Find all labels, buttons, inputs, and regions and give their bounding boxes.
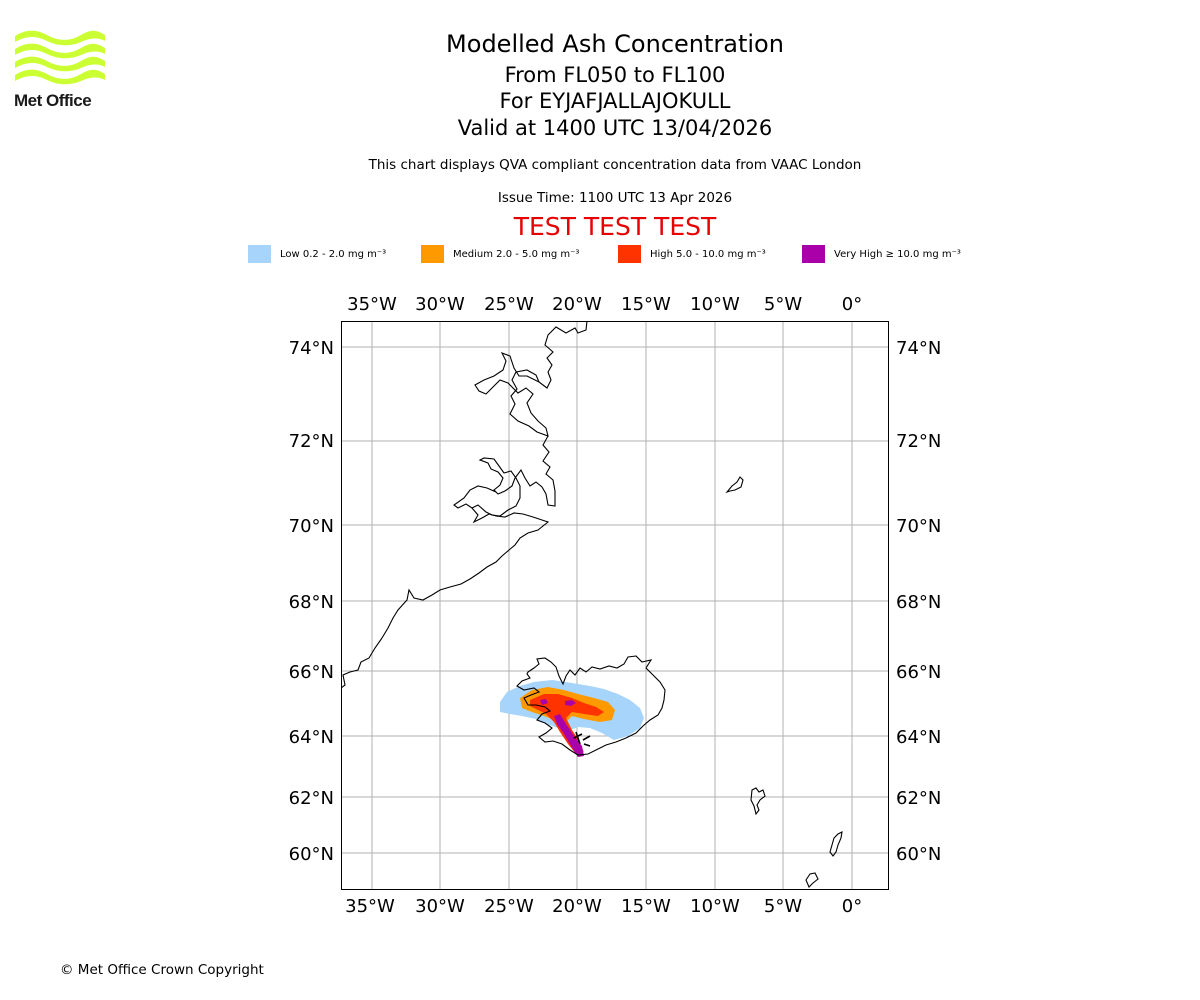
lon-label-bottom: 0°: [842, 896, 862, 917]
lon-label-bottom: 5°W: [764, 896, 802, 917]
lon-label-top: 30°W: [415, 294, 465, 315]
ash-high-area: [530, 694, 604, 754]
ash-very-high-spot: [565, 700, 576, 706]
legend-label-high: High 5.0 - 10.0 mg m⁻³: [650, 248, 766, 260]
chart-title: Modelled Ash Concentration: [446, 30, 784, 58]
lat-label-left: 74°N: [289, 338, 334, 359]
lat-label-right: 64°N: [896, 727, 941, 748]
faroe-islands: [750, 787, 766, 816]
legend-label-medium: Medium 2.0 - 5.0 mg m⁻³: [453, 248, 580, 260]
lon-label-top: 0°: [842, 294, 862, 315]
lat-label-right: 60°N: [896, 844, 941, 865]
latitude-labels-right: 74°N 72°N 70°N 68°N 66°N 64°N 62°N 60°N: [896, 338, 941, 865]
legend-item-very-high: Very High ≥ 10.0 mg m⁻³: [802, 244, 961, 264]
ash-very-high-core: [554, 714, 584, 757]
legend-swatch-high: [618, 245, 641, 263]
lon-label-bottom: 25°W: [484, 896, 534, 917]
lon-label-top: 35°W: [347, 294, 397, 315]
map-frame: [341, 321, 889, 890]
flight-level-range: From FL050 to FL100: [504, 63, 726, 87]
jan-mayen-island: [725, 476, 744, 494]
lat-label-left: 72°N: [289, 431, 334, 452]
chart-description: This chart displays QVA compliant concen…: [368, 157, 862, 173]
iceland-coastline: [516, 655, 666, 756]
lat-label-left: 62°N: [289, 788, 334, 809]
lat-label-left: 66°N: [289, 662, 334, 683]
logo-text: Met Office: [14, 91, 92, 110]
legend-label-very-high: Very High ≥ 10.0 mg m⁻³: [834, 248, 961, 260]
legend-label-low: Low 0.2 - 2.0 mg m⁻³: [280, 248, 387, 260]
lat-label-right: 72°N: [896, 431, 941, 452]
volcano-name: For EYJAFJALLAJOKULL: [499, 89, 731, 113]
lat-label-right: 68°N: [896, 592, 941, 613]
greenland-coastline: [474, 321, 588, 437]
met-office-waves-icon: [15, 30, 105, 85]
lat-label-right: 66°N: [896, 662, 941, 683]
lon-label-bottom: 10°W: [690, 896, 740, 917]
lat-label-right: 74°N: [896, 338, 941, 359]
issue-time: Issue Time: 1100 UTC 13 Apr 2026: [497, 190, 733, 206]
legend-item-high: High 5.0 - 10.0 mg m⁻³: [618, 244, 766, 264]
legend-item-medium: Medium 2.0 - 5.0 mg m⁻³: [421, 244, 579, 264]
lon-label-top: 25°W: [484, 294, 534, 315]
lon-label-top: 15°W: [621, 294, 671, 315]
gridlines: [341, 321, 889, 890]
greenland-east-coast: [453, 435, 556, 517]
met-office-logo: Met Office: [14, 30, 110, 114]
lat-label-left: 70°N: [289, 516, 334, 537]
lon-label-bottom: 30°W: [415, 896, 465, 917]
test-banner: TEST TEST TEST: [513, 212, 717, 241]
lat-label-left: 60°N: [289, 844, 334, 865]
ash-very-high-spot-2: [540, 699, 548, 705]
lon-label-bottom: 15°W: [621, 896, 671, 917]
legend-swatch-low: [248, 245, 271, 263]
orkney-islands: [805, 872, 819, 888]
lon-label-top: 5°W: [764, 294, 802, 315]
shetland-islands: [829, 831, 843, 857]
lat-label-left: 68°N: [289, 592, 334, 613]
lon-label-bottom: 20°W: [552, 896, 602, 917]
map-content: [341, 321, 889, 890]
longitude-labels-top: 35°W 30°W 25°W 20°W 15°W 10°W 5°W 0°: [347, 294, 862, 315]
lat-label-right: 62°N: [896, 788, 941, 809]
legend-swatch-very-high: [802, 245, 825, 263]
volcano-marker: [573, 731, 591, 747]
legend-item-low: Low 0.2 - 2.0 mg m⁻³: [248, 244, 386, 264]
longitude-labels-bottom: 35°W 30°W 25°W 20°W 15°W 10°W 5°W 0°: [345, 896, 862, 917]
lat-label-right: 70°N: [896, 516, 941, 537]
greenland-southeast-coast: [341, 507, 550, 689]
copyright-notice: © Met Office Crown Copyright: [60, 962, 264, 978]
lon-label-bottom: 35°W: [345, 896, 395, 917]
latitude-labels-left: 74°N 72°N 70°N 68°N 66°N 64°N 62°N 60°N: [289, 338, 334, 865]
lat-label-left: 64°N: [289, 727, 334, 748]
lon-label-top: 10°W: [690, 294, 740, 315]
legend-swatch-medium: [421, 245, 444, 263]
lon-label-top: 20°W: [552, 294, 602, 315]
valid-time: Valid at 1400 UTC 13/04/2026: [457, 116, 773, 140]
